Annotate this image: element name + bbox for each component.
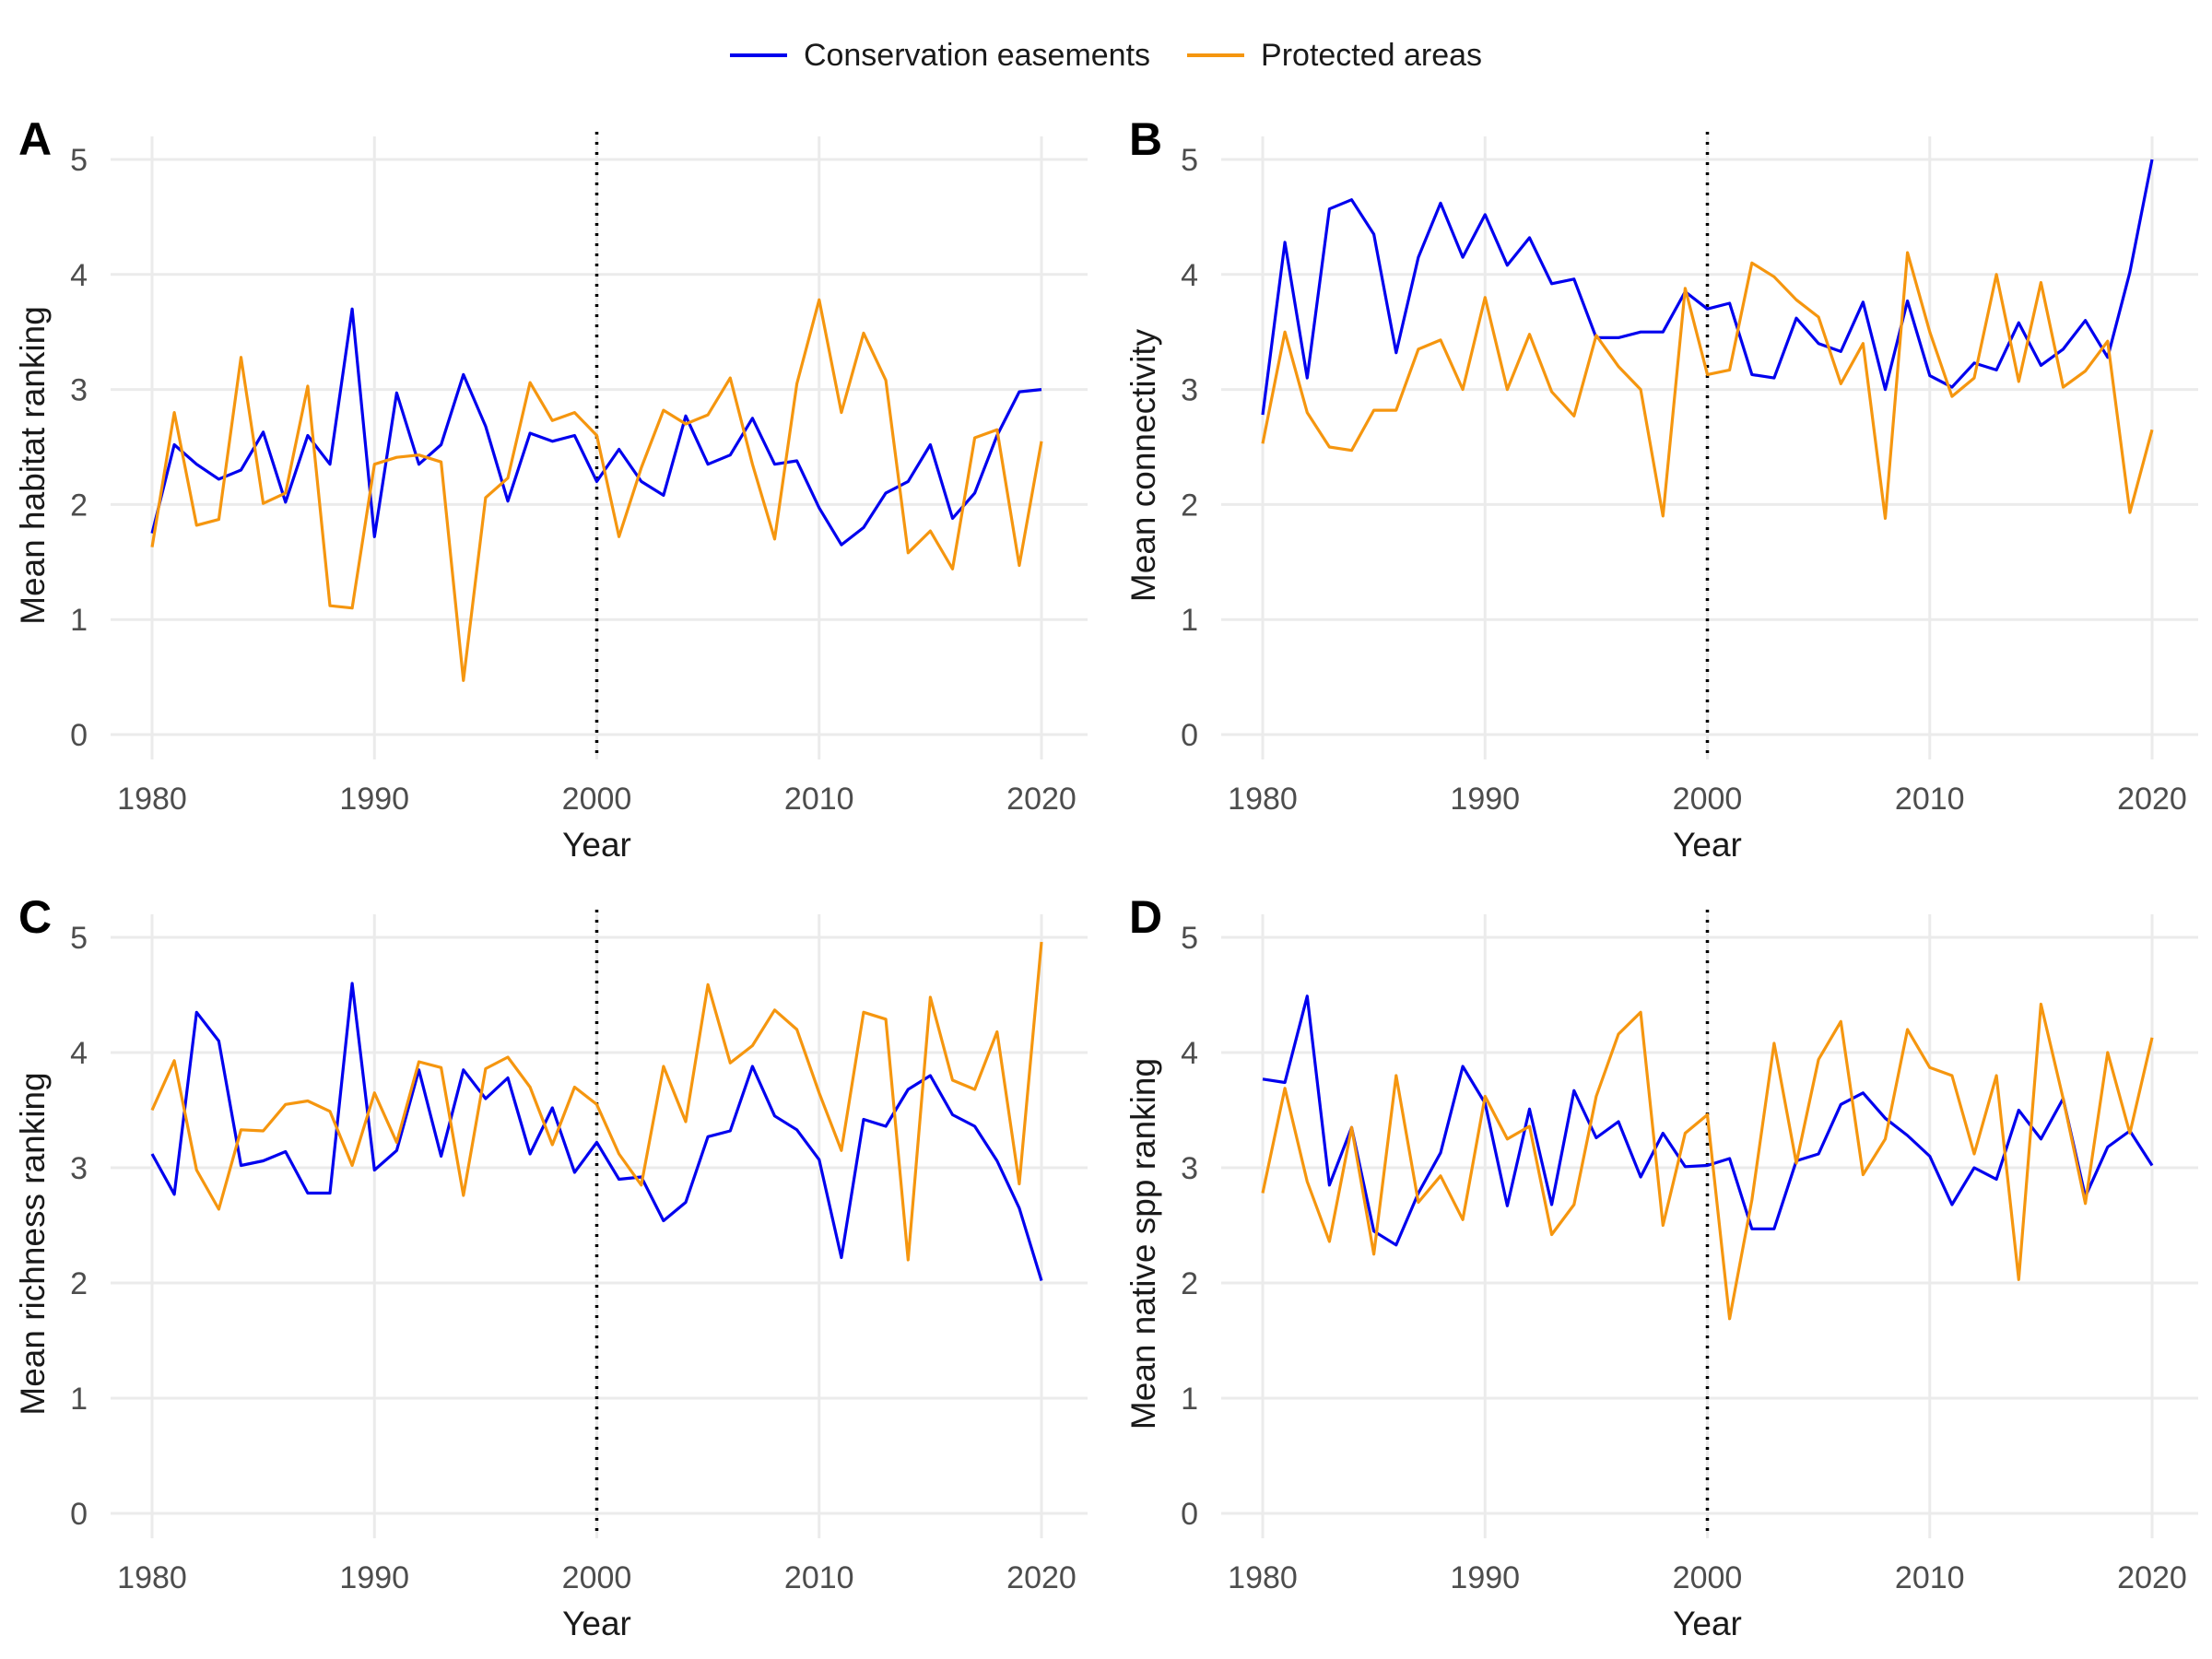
panel-b: 0 1 2 3 4 5 1980 1990 2000 2010 2020 Year Mean conne… [1124, 113, 2198, 864]
x-tick-label: 1990 [339, 1560, 409, 1595]
y-tick-label: 4 [1181, 1036, 1198, 1071]
x-tick-label: 1980 [117, 1560, 187, 1595]
panel-label: C [18, 891, 52, 943]
y-tick-label: 1 [70, 603, 88, 638]
series-line-protected-areas [1261, 251, 2154, 521]
x-tick-label: 2020 [2117, 782, 2187, 817]
y-tick-label: 0 [1181, 718, 1198, 753]
y-tick-label: 0 [70, 1497, 88, 1532]
series-line-protected-areas [1261, 1002, 2154, 1321]
series-line-protected-areas [150, 298, 1043, 682]
x-tick-label: 2000 [1673, 782, 1743, 817]
x-tick-label: 2010 [1895, 1560, 1965, 1595]
panel-label: D [1129, 891, 1162, 943]
panel-c: 0 1 2 3 4 5 1980 1990 2000 2010 2020 Year Mean richn… [14, 891, 1088, 1642]
x-tick-label: 2010 [784, 1560, 854, 1595]
legend-swatch-protected-areas [1187, 53, 1245, 57]
x-axis-label: Year [562, 1605, 631, 1642]
series-line-conservation-easements [1261, 159, 2154, 416]
x-tick-label: 1990 [1450, 782, 1520, 817]
x-tick-label: 2020 [1006, 782, 1077, 817]
y-tick-label: 2 [70, 488, 88, 523]
y-tick-label: 3 [1181, 373, 1198, 408]
y-tick-label: 4 [70, 258, 88, 293]
x-tick-label: 2020 [2117, 1560, 2187, 1595]
x-tick-label: 2020 [1006, 1560, 1077, 1595]
series-line-conservation-easements [150, 307, 1042, 547]
y-tick-label: 5 [70, 921, 88, 956]
x-tick-label: 1990 [1450, 1560, 1520, 1595]
y-tick-label: 1 [70, 1382, 88, 1417]
legend-label-conservation-easements: Conservation easements [803, 37, 1151, 73]
y-tick-label: 4 [1181, 258, 1198, 293]
y-axis-label: Mean habitat ranking [14, 306, 52, 625]
y-axis-label: Mean richness ranking [14, 1072, 52, 1415]
x-axis-label: Year [1673, 1605, 1742, 1642]
series-line-protected-areas [150, 941, 1043, 1262]
x-tick-label: 1980 [1228, 782, 1298, 817]
x-tick-label: 1980 [1228, 1560, 1298, 1595]
y-tick-label: 0 [70, 718, 88, 753]
y-tick-label: 3 [70, 1151, 88, 1186]
x-tick-label: 2010 [1895, 782, 1965, 817]
x-tick-label: 2000 [1673, 1560, 1743, 1595]
panel-a: 0 1 2 3 4 5 1980 1990 2000 2010 2020 Year Mean habit… [14, 113, 1088, 864]
x-axis-label: Year [562, 826, 631, 864]
legend-swatch-conservation-easements [729, 53, 787, 57]
x-tick-label: 2010 [784, 782, 854, 817]
legend-item-conservation-easements[interactable]: Conservation easements [729, 37, 1151, 74]
y-tick-label: 5 [1181, 143, 1198, 178]
y-tick-label: 2 [70, 1266, 88, 1301]
y-tick-label: 4 [70, 1036, 88, 1071]
y-tick-label: 2 [1181, 1266, 1198, 1301]
x-tick-label: 2000 [562, 782, 632, 817]
legend-label-protected-areas: Protected areas [1261, 37, 1483, 73]
y-tick-label: 3 [70, 373, 88, 408]
x-axis-label: Year [1673, 826, 1742, 864]
x-tick-label: 2000 [562, 1560, 632, 1595]
y-tick-label: 1 [1181, 603, 1198, 638]
panel-d: 0 1 2 3 4 5 1980 1990 2000 2010 2020 Year Mean nativ… [1124, 891, 2198, 1642]
y-tick-label: 3 [1181, 1151, 1198, 1186]
y-tick-label: 0 [1181, 1497, 1198, 1532]
y-axis-label: Mean native spp ranking [1124, 1058, 1162, 1430]
x-tick-label: 1980 [117, 782, 187, 817]
y-tick-label: 1 [1181, 1382, 1198, 1417]
x-tick-label: 1990 [339, 782, 409, 817]
y-tick-label: 5 [70, 143, 88, 178]
y-tick-label: 2 [1181, 488, 1198, 523]
y-axis-label: Mean connectivity [1124, 328, 1162, 602]
legend-item-protected-areas[interactable]: Protected areas [1187, 38, 1482, 74]
y-tick-label: 5 [1181, 921, 1198, 956]
panel-label: A [18, 113, 52, 165]
panel-label: B [1129, 113, 1162, 165]
legend: Conservation easements Protected areas [0, 28, 2212, 83]
